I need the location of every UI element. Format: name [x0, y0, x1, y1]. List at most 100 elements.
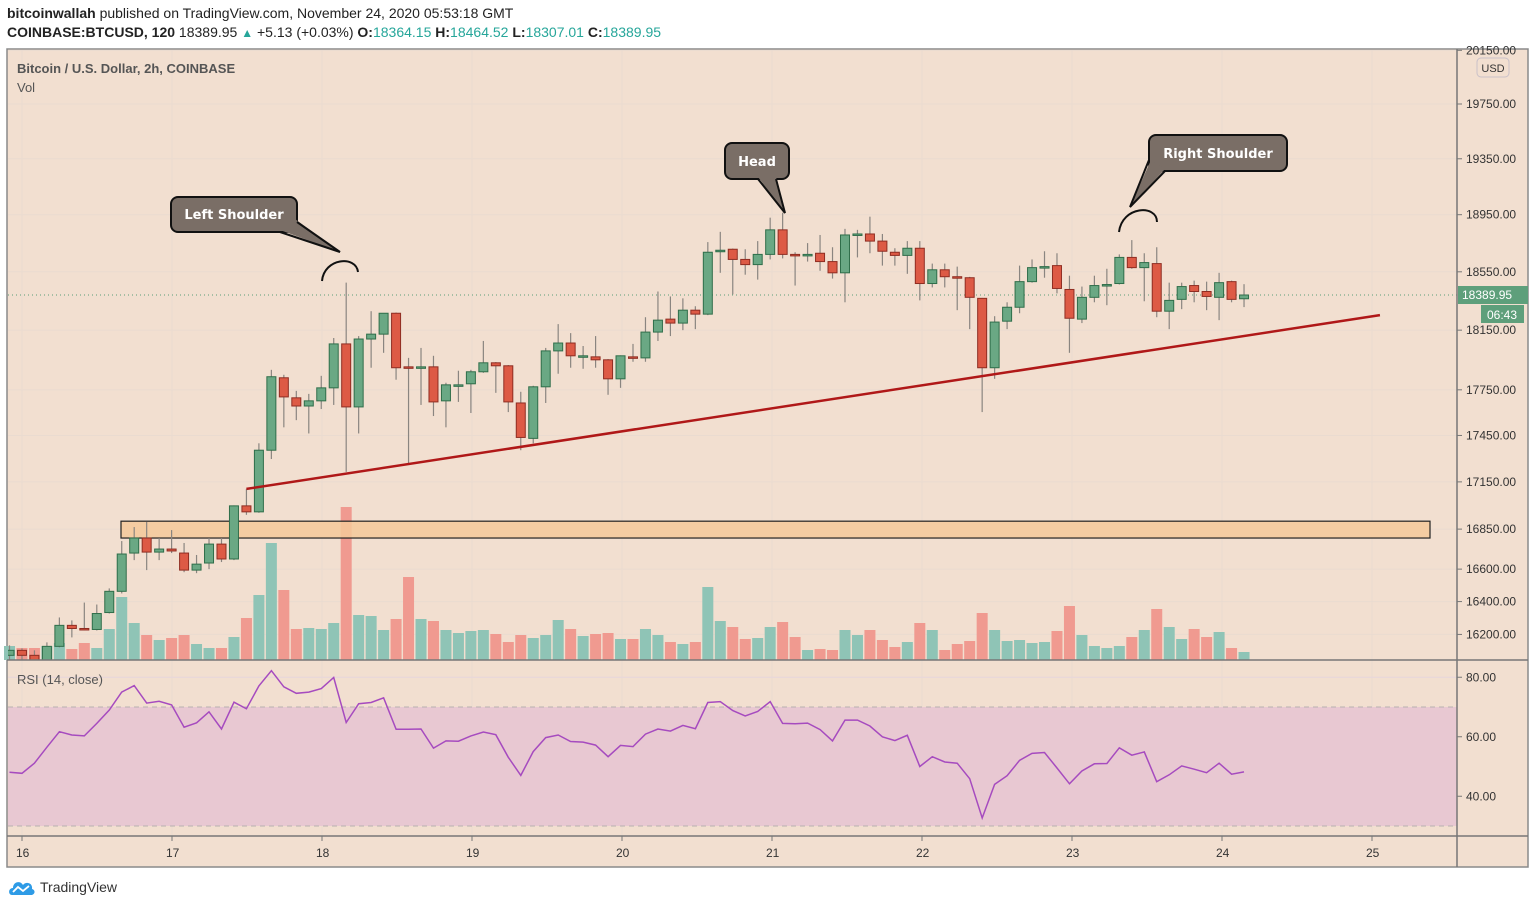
volume-bar — [465, 631, 477, 660]
candle-body — [266, 376, 277, 451]
candle — [802, 243, 813, 262]
candle — [1126, 240, 1137, 269]
rsi-band — [8, 707, 1457, 826]
volume-bar — [1201, 637, 1213, 660]
candle-body — [889, 251, 900, 256]
volume-bar — [215, 648, 227, 660]
volume-bar — [540, 635, 552, 660]
candle-body — [179, 552, 190, 571]
trendline[interactable] — [246, 313, 1381, 491]
candle-body — [291, 397, 302, 407]
left-shoulder-arc — [321, 260, 359, 282]
candle — [1214, 272, 1225, 321]
time-tick-label: 23 — [1066, 846, 1080, 860]
candle-body — [652, 319, 663, 333]
candle — [852, 229, 863, 258]
candle-body — [41, 645, 52, 660]
candle — [54, 617, 65, 648]
volume-bar — [789, 637, 801, 660]
volume-bar — [926, 630, 938, 660]
candle-body — [827, 261, 838, 274]
rsi-tick-label: 60.00 — [1466, 730, 1496, 744]
candle — [1027, 259, 1038, 283]
candle — [490, 362, 501, 393]
volume-bar — [1238, 652, 1250, 660]
volume-bar — [1088, 646, 1100, 660]
candle — [1151, 247, 1162, 318]
volume-bar — [452, 633, 464, 660]
candle-body — [1139, 262, 1150, 269]
candle-body — [453, 384, 464, 387]
candle-body — [141, 537, 152, 553]
time-tick-label: 21 — [766, 846, 780, 860]
volume-bar — [66, 649, 78, 660]
last-price-tag-text: 18389.95 — [1462, 288, 1512, 302]
candle-body — [154, 548, 165, 553]
up-arrow-icon: ▲ — [241, 26, 254, 40]
candle — [790, 252, 801, 286]
volume-bar — [876, 640, 888, 660]
candle-body — [852, 233, 863, 236]
candle-body — [740, 258, 751, 266]
time-axis[interactable]: 16 17 18 19 20 21 22 23 24 25 — [16, 836, 1380, 860]
candle-body — [1014, 281, 1025, 308]
price-tick-label: 18150.00 — [1466, 323, 1516, 337]
candle — [353, 336, 364, 434]
volume-bar — [440, 630, 452, 660]
price-tick-label: 17750.00 — [1466, 383, 1516, 397]
volume-bar — [265, 543, 277, 660]
candle-body — [303, 400, 314, 407]
price-axis[interactable]: 20150.00 19750.00 19350.00 18950.00 18550.00… — [1457, 43, 1516, 641]
time-tick-label: 17 — [166, 846, 180, 860]
volume-bar — [577, 636, 589, 660]
tradingview-cloud-icon — [9, 882, 35, 895]
candle-body — [440, 384, 451, 402]
volume-bar — [901, 642, 913, 660]
volume-bar — [851, 635, 863, 660]
candle — [91, 604, 102, 631]
countdown-tag: 06:43 — [1481, 305, 1524, 323]
volume-bar — [203, 648, 215, 660]
volume-bar — [652, 635, 664, 660]
candle — [403, 357, 414, 465]
price-change: +5.13 (+0.03%) — [257, 24, 354, 40]
support-zone[interactable] — [120, 520, 1431, 539]
candle — [603, 359, 614, 395]
volume-bar — [328, 623, 340, 660]
author-name[interactable]: bitcoinwallah — [7, 5, 96, 21]
candle — [553, 324, 564, 374]
candle — [989, 316, 1000, 379]
currency-badge[interactable] — [1476, 57, 1510, 78]
candle-body — [1201, 291, 1212, 297]
candle — [1076, 286, 1087, 324]
left-shoulder-callout[interactable]: Left Shoulder — [170, 196, 341, 253]
rsi-axis[interactable]: 80.00 60.00 40.00 — [1457, 670, 1496, 803]
candle — [1089, 275, 1100, 303]
right-shoulder-callout[interactable]: Right Shoulder — [1129, 134, 1288, 208]
candle-body — [877, 240, 888, 252]
candle — [1176, 282, 1187, 310]
candle — [166, 530, 177, 554]
candle-body — [16, 649, 27, 656]
time-tick-label: 18 — [316, 846, 330, 860]
candle — [378, 312, 389, 353]
candle — [154, 538, 165, 561]
candle-body — [964, 277, 975, 298]
candle-body — [765, 229, 776, 255]
volume-bar — [103, 629, 115, 660]
rsi-tick-label: 80.00 — [1466, 670, 1496, 684]
candle — [266, 369, 277, 460]
tradingview-logo[interactable]: TradingView — [8, 878, 117, 896]
candle-body — [977, 297, 988, 369]
volume-bar — [141, 635, 153, 660]
volume-bar — [1039, 642, 1051, 660]
time-tick-label: 22 — [916, 846, 930, 860]
candle-body — [1114, 256, 1125, 285]
candle — [702, 242, 713, 316]
candle-body — [603, 359, 614, 380]
candle — [640, 317, 651, 362]
head-callout[interactable]: Head — [724, 142, 790, 214]
candle — [241, 488, 252, 515]
candle — [740, 249, 751, 275]
